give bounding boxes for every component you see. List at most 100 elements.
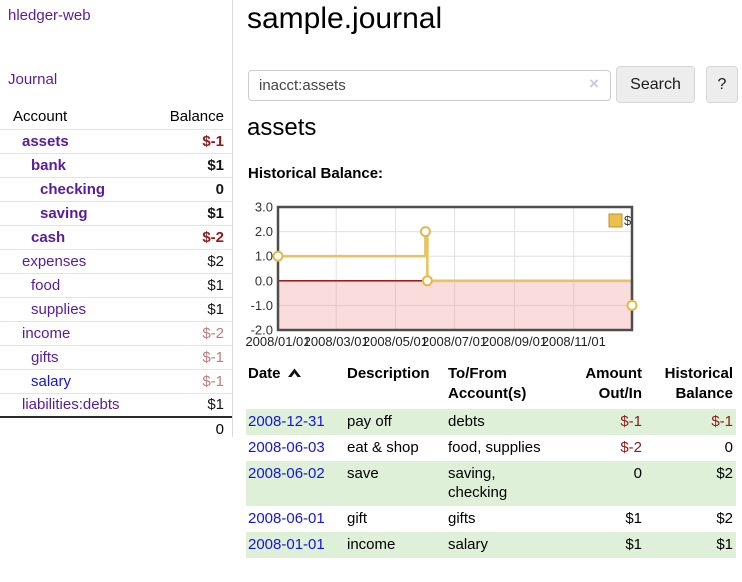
register-header-date: Date	[246, 362, 345, 409]
register-accounts-cell: gifts	[448, 510, 476, 527]
x-tick-label: 2008/11/01	[542, 334, 606, 349]
account-balance: 0	[215, 180, 224, 198]
account-row: food $1	[0, 273, 232, 297]
sidebar-account-link-expenses[interactable]: expenses	[22, 252, 87, 270]
help-button[interactable]: ?	[706, 66, 738, 103]
sidebar-account-link-income[interactable]: income	[22, 324, 71, 342]
accounts-header-balance: Balance	[169, 107, 224, 125]
register-description-cell: eat & shop	[347, 439, 419, 456]
account-name-cell: bank	[0, 153, 153, 177]
y-tick-label: -1.0	[251, 298, 273, 313]
register-row: 2008-06-03 eat & shop food, supplies $-2 0	[246, 435, 736, 461]
register-amount-cell: $-1	[552, 409, 645, 435]
account-balance: $1	[207, 204, 224, 222]
account-name-cell: checking	[0, 177, 153, 201]
register-header-balance: Historical Balance	[664, 365, 733, 402]
register-date-link[interactable]: 2008-06-03	[248, 439, 325, 456]
account-row: expenses $2	[0, 249, 232, 273]
sidebar-account-link-supplies[interactable]: supplies	[31, 300, 87, 318]
register-accounts-cell: food, supplies	[448, 439, 541, 456]
y-tick-label: 3.0	[255, 200, 273, 215]
sidebar-account-link-bank[interactable]: bank	[31, 156, 67, 174]
account-name-cell: salary	[0, 369, 153, 393]
register-header-amount: Amount Out/In	[585, 365, 642, 402]
clear-search-icon[interactable]: ×	[589, 74, 599, 93]
register-date-link[interactable]: 2008-06-01	[248, 510, 325, 527]
register-description-cell: save	[345, 461, 446, 506]
register-accounts-cell: saving, checking	[446, 461, 552, 506]
account-name-cell: assets	[0, 129, 153, 153]
register-accounts-cell: debts	[446, 409, 552, 435]
register-date-cell: 2008-01-01	[246, 532, 345, 558]
account-balance: $-1	[202, 132, 224, 150]
x-tick-label: 2008/05/01	[363, 334, 428, 349]
sidebar-account-link-gifts[interactable]: gifts	[31, 348, 59, 366]
series-markers	[272, 226, 638, 311]
register-date-link[interactable]: 2008-12-31	[248, 413, 325, 430]
account-name-cell: supplies	[0, 297, 153, 321]
account-heading: assets	[247, 114, 317, 141]
register-amount-cell: 0	[552, 461, 645, 506]
account-row: liabilities:debts $1	[0, 393, 232, 417]
app-title-link[interactable]: hledger-web	[8, 7, 91, 24]
register-header-account: To/From Account(s)	[448, 365, 527, 402]
register-date-link[interactable]: 2008-01-01	[248, 536, 325, 553]
account-name-cell: saving	[0, 201, 153, 225]
sort-ascending-icon	[287, 368, 301, 377]
search-input[interactable]	[248, 70, 611, 101]
register-header-row: Date Description To/From Account(s) Amou…	[246, 362, 736, 409]
register-balance-cell: 0	[724, 439, 733, 456]
account-balance: $-2	[202, 228, 224, 246]
account-name-cell: gifts	[0, 345, 153, 369]
y-tick-label: 2.0	[255, 224, 273, 239]
page-title: sample.journal	[247, 2, 443, 35]
account-name-cell: liabilities:debts	[0, 393, 153, 417]
register-date-cell: 2008-06-01	[246, 506, 345, 532]
register-header-date-label: Date	[248, 365, 281, 382]
register-date-cell: 2008-06-03	[246, 435, 345, 461]
account-name-cell: cash	[0, 225, 153, 249]
register-date-cell: 2008-06-02	[246, 461, 345, 506]
account-balance: $1	[207, 396, 224, 414]
legend-swatch-icon	[608, 213, 623, 228]
accounts-header-account: Account	[13, 107, 68, 125]
account-name-cell: food	[0, 273, 153, 297]
register-header-description: Description	[347, 365, 430, 382]
register-date-link[interactable]: 2008-06-02	[248, 465, 325, 482]
account-row: income $-2	[0, 321, 232, 345]
account-row: gifts $-1	[0, 345, 232, 369]
sidebar-account-link-food[interactable]: food	[31, 276, 61, 294]
register-amount-cell: $1	[625, 510, 642, 527]
account-row: bank $1	[0, 153, 232, 177]
register-accounts-cell: salary	[446, 532, 552, 558]
x-tick-label: 2008/01/01	[245, 334, 310, 349]
data-point-marker	[421, 275, 433, 287]
register-balance-cell: $2	[645, 461, 736, 506]
register-row: 2008-01-01 income salary $1 $1	[246, 532, 736, 558]
accounts-table: Account Balance assets $-1 bank $1 checking 0…	[0, 104, 232, 441]
sidebar: hledger-web Journal Account Balance asse…	[0, 0, 233, 441]
x-tick-label: 2008/07/01	[422, 334, 487, 349]
register-table: Date Description To/From Account(s) Amou…	[246, 362, 736, 558]
account-row: assets $-1	[0, 129, 232, 153]
legend-label: $	[624, 213, 632, 228]
sidebar-item-journal[interactable]: Journal	[8, 71, 58, 88]
account-row: cash $-2	[0, 225, 232, 249]
sidebar-account-link-salary[interactable]: salary	[31, 372, 72, 390]
sidebar-account-link-checking[interactable]: checking	[40, 180, 106, 198]
y-tick-label: -2.0	[251, 323, 273, 338]
register-balance-cell: $-1	[645, 409, 736, 435]
sidebar-account-link-saving[interactable]: saving	[40, 204, 88, 222]
data-point-marker	[272, 250, 284, 262]
sidebar-account-link-cash[interactable]: cash	[31, 228, 66, 246]
sidebar-account-link-liabilities-debts[interactable]: liabilities:debts	[22, 396, 120, 414]
register-row: 2008-12-31 pay off debts $-1 $-1	[246, 409, 736, 435]
register-description-cell: pay off	[345, 409, 446, 435]
search-button[interactable]: Search	[616, 66, 695, 103]
account-row: checking 0	[0, 177, 232, 201]
accounts-total-row: 0	[0, 416, 232, 441]
historical-balance-chart: $ 3.0 2.0 1.0 0.0 -1.0 -2.0 2008/01/01 2…	[245, 200, 638, 349]
spacer	[0, 416, 153, 441]
sidebar-account-link-assets[interactable]: assets	[22, 132, 69, 150]
